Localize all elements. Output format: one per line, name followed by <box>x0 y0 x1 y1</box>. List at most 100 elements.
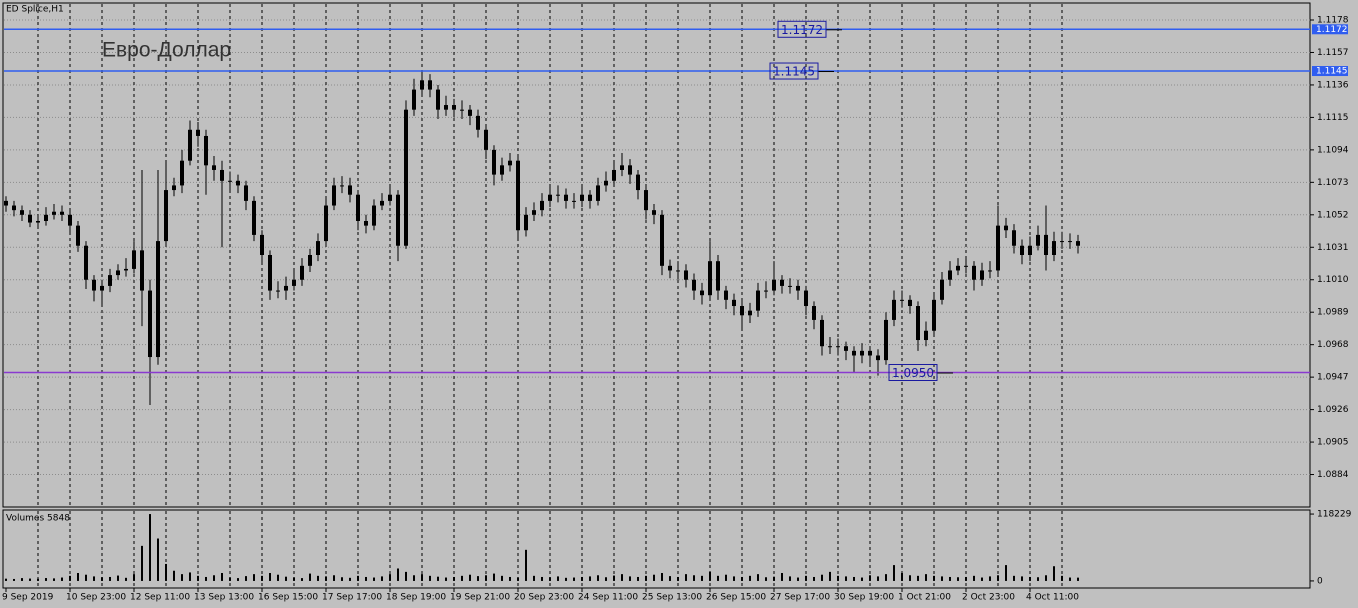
candle-body <box>820 319 824 347</box>
volume-bar <box>629 576 631 581</box>
candle-body <box>796 285 800 291</box>
x-tick-label: 12 Sep 11:00 <box>130 593 190 603</box>
volume-bar <box>29 578 31 581</box>
x-tick-label: 19 Sep 21:00 <box>450 593 510 603</box>
candle-body <box>612 169 616 181</box>
candle-body <box>604 180 608 186</box>
candle-body <box>300 265 304 280</box>
volume-bar <box>93 576 95 581</box>
candle-body <box>652 210 656 215</box>
axis-level-label: 1.1172 <box>1316 25 1348 35</box>
volume-bar <box>189 572 191 581</box>
candle-body <box>188 129 192 161</box>
volume-bar <box>429 575 431 581</box>
candle-body <box>908 299 912 307</box>
volume-bar <box>573 577 575 581</box>
candle-body <box>1044 234 1048 255</box>
volume-bar <box>805 575 807 581</box>
volume-bar <box>1005 565 1007 581</box>
volume-bar <box>837 575 839 581</box>
candle-body <box>932 299 936 331</box>
volume-bar <box>925 574 927 581</box>
volume-bar <box>989 576 991 581</box>
y-tick-label: 1.1115 <box>1317 113 1349 123</box>
chart-title: ED Splice,H1 <box>6 5 64 15</box>
volume-bar <box>69 575 71 581</box>
volume-bar <box>773 576 775 581</box>
volume-bar <box>797 577 799 581</box>
axis-level-box <box>1312 24 1348 35</box>
candle-body <box>1060 241 1064 243</box>
volume-bar <box>869 575 871 581</box>
volume-bar <box>853 576 855 581</box>
candle-body <box>692 279 696 291</box>
candle-body <box>436 89 440 110</box>
candle-body <box>1028 245 1032 255</box>
candle-body <box>276 290 280 292</box>
y-tick-label: 0 <box>1317 576 1323 586</box>
candle-body <box>492 149 496 175</box>
candle-body <box>988 270 992 272</box>
candle-body <box>180 160 184 186</box>
annotation: Евро-Доллар <box>102 39 231 62</box>
candle-body <box>764 290 768 292</box>
candle-body <box>716 261 720 291</box>
volume-bar <box>765 577 767 581</box>
volume-bar <box>37 578 39 581</box>
candle-body <box>868 350 872 356</box>
volume-bar <box>245 576 247 581</box>
candle-body <box>244 185 248 201</box>
candle-body <box>780 279 784 286</box>
y-tick-label: 1.1157 <box>1317 48 1349 58</box>
volume-bar <box>1013 575 1015 581</box>
volume-bar <box>525 549 527 581</box>
level-label-box <box>769 62 819 80</box>
volume-bar <box>437 576 439 581</box>
x-tick-label: 27 Sep 17:00 <box>770 593 830 603</box>
candle-body <box>644 190 648 211</box>
candle-body <box>476 115 480 130</box>
volume-bar <box>397 568 399 581</box>
volume-bar <box>501 575 503 581</box>
volume-bar <box>757 574 759 581</box>
volume-bar <box>269 573 271 581</box>
candle-body <box>172 185 176 191</box>
candle-body <box>140 250 144 291</box>
candle-body <box>620 165 624 170</box>
candle-body <box>996 225 1000 271</box>
y-tick-label: 1.1136 <box>1317 80 1349 90</box>
x-tick-label: 20 Sep 23:00 <box>514 593 574 603</box>
candle-body <box>404 109 408 246</box>
candle-body <box>516 160 520 231</box>
volume-bar <box>885 574 887 581</box>
main-panel-frame <box>2 2 1311 508</box>
candle-body <box>540 200 544 211</box>
candle-body <box>980 270 984 280</box>
candle-body <box>380 200 384 206</box>
candle-body <box>564 194 568 201</box>
volume-bar <box>1029 576 1031 581</box>
candle-body <box>964 265 968 267</box>
candle-body <box>260 234 264 255</box>
y-tick-label: 1.0947 <box>1317 373 1349 383</box>
volume-bar <box>645 575 647 581</box>
candle-body <box>428 80 432 90</box>
candle-body <box>1068 241 1072 243</box>
candle-body <box>660 214 664 266</box>
volume-bar <box>893 565 895 581</box>
volume-bar <box>405 571 407 581</box>
candle-body <box>684 270 688 280</box>
candle-body <box>876 355 880 361</box>
candle-body <box>468 109 472 116</box>
volume-bar <box>701 575 703 581</box>
candle-body <box>1076 241 1080 246</box>
candle-body <box>292 279 296 286</box>
volume-bar <box>941 576 943 581</box>
candle-body <box>588 194 592 201</box>
volume-bar <box>821 574 823 581</box>
candle-body <box>332 185 336 206</box>
volume-bar <box>997 575 999 581</box>
candle-body <box>340 185 344 187</box>
volume-bar <box>365 576 367 581</box>
y-tick-label: 1.1052 <box>1317 210 1349 220</box>
